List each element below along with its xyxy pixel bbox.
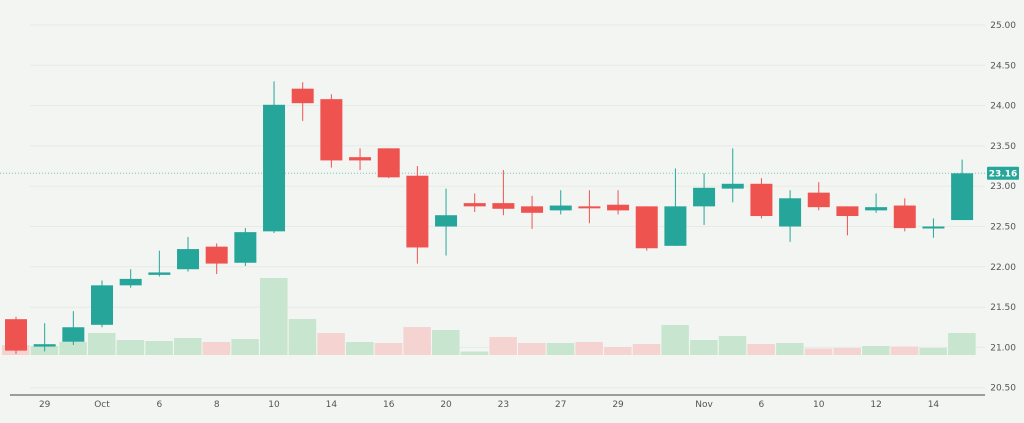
volume-bar: [661, 325, 689, 355]
candle-body: [291, 88, 314, 104]
candle-body: [5, 319, 27, 351]
x-tick-label: 29: [612, 400, 624, 410]
candle-body: [492, 203, 515, 209]
volume-bar: [346, 342, 374, 355]
candles: [5, 81, 974, 354]
volume-bar: [604, 347, 632, 355]
volume-bar: [862, 346, 890, 355]
candle-body: [177, 249, 200, 270]
last-price-tag: 23.16: [987, 166, 1019, 180]
volume-bar: [518, 343, 546, 355]
x-tick-label: 6: [759, 400, 765, 410]
volume-bar: [231, 339, 259, 355]
candle-body: [836, 206, 859, 217]
candle-body: [377, 148, 400, 178]
candle-body: [33, 344, 56, 347]
y-tick-label: 23.50: [990, 142, 1016, 152]
x-tick-label: 16: [383, 400, 395, 410]
candle-body: [807, 192, 830, 208]
volume-bar: [690, 340, 718, 355]
y-tick-label: 24.50: [990, 61, 1016, 71]
candle-body: [635, 206, 658, 249]
candle-body: [922, 226, 945, 229]
candle-body: [62, 327, 85, 342]
volume-bar: [288, 319, 317, 355]
candle-body: [865, 207, 888, 211]
volume-bar: [145, 341, 173, 355]
candle-body: [578, 206, 601, 209]
y-tick-label: 23.00: [990, 182, 1016, 192]
y-axis: 25.00 24.50 24.00 23.50 23.00 22.50 22.00 21.50…: [990, 21, 1016, 394]
candle-body: [750, 183, 773, 217]
candle-body: [349, 157, 372, 161]
volume-bar: [575, 342, 603, 355]
volume-bar: [804, 348, 833, 355]
volume-bar: [174, 338, 202, 355]
x-tick-label: 14: [928, 400, 940, 410]
candle-body: [951, 173, 974, 221]
y-tick-label: 21.00: [990, 343, 1016, 353]
volume-bar: [432, 330, 460, 355]
volume-bar: [833, 348, 861, 355]
y-tick-label: 20.50: [990, 384, 1016, 394]
volume-bar: [890, 346, 919, 355]
candle-body: [119, 278, 142, 286]
volume-bars: [2, 278, 976, 355]
y-tick-label: 24.00: [990, 102, 1016, 112]
candle-body: [91, 285, 114, 325]
volume-bar: [260, 278, 288, 355]
last-price-label: 23.16: [989, 169, 1017, 179]
candle-body: [263, 104, 286, 232]
volume-bar: [747, 344, 775, 355]
candle-body: [463, 203, 486, 207]
candle-body: [893, 205, 916, 229]
volume-bar: [460, 351, 489, 355]
x-tick-label: Nov: [695, 400, 713, 410]
volume-bar: [116, 340, 145, 355]
volume-bar: [546, 343, 575, 355]
candle-body: [664, 206, 687, 246]
volume-bar: [59, 342, 87, 355]
candle-body: [521, 206, 544, 213]
y-tick-label: 22.00: [990, 263, 1016, 273]
x-tick-label: 20: [440, 400, 452, 410]
candle-body: [320, 99, 343, 161]
candle-body: [148, 272, 171, 275]
x-tick-label: 29: [39, 400, 51, 410]
candle-body: [693, 187, 716, 207]
volume-bar: [202, 342, 231, 355]
candle-body: [435, 215, 458, 227]
x-tick-label: 10: [268, 400, 280, 410]
candle-body: [205, 246, 228, 264]
x-tick-label: 10: [813, 400, 825, 410]
volume-bar: [88, 333, 116, 355]
x-axis: 29 Oct 6 8 10 14 16 20 23 27 29 Nov 6 10 12 14: [39, 400, 939, 410]
x-tick-label: 8: [214, 400, 220, 410]
volume-bar: [948, 333, 976, 355]
volume-bar: [632, 344, 661, 355]
volume-bar: [919, 348, 947, 355]
candle-body: [406, 175, 429, 248]
x-tick-label: 23: [498, 400, 509, 410]
candle-body: [549, 205, 572, 211]
candle-body: [234, 232, 257, 263]
candle-body: [779, 198, 802, 227]
x-tick-label: 14: [326, 400, 338, 410]
volume-bar: [403, 327, 431, 355]
volume-bar: [776, 343, 804, 355]
candle-body: [721, 183, 744, 189]
y-tick-label: 22.50: [990, 223, 1016, 233]
volume-bar: [317, 333, 345, 355]
volume-bar: [489, 337, 517, 355]
x-tick-label: 12: [870, 400, 881, 410]
x-tick-label: 6: [156, 400, 162, 410]
candle-body: [607, 204, 630, 211]
y-tick-label: 21.50: [990, 303, 1016, 313]
volume-bar: [718, 336, 747, 355]
x-tick-label: Oct: [94, 400, 110, 410]
y-tick-label: 25.00: [990, 21, 1016, 31]
x-tick-label: 27: [555, 400, 566, 410]
volume-bar: [374, 343, 403, 355]
